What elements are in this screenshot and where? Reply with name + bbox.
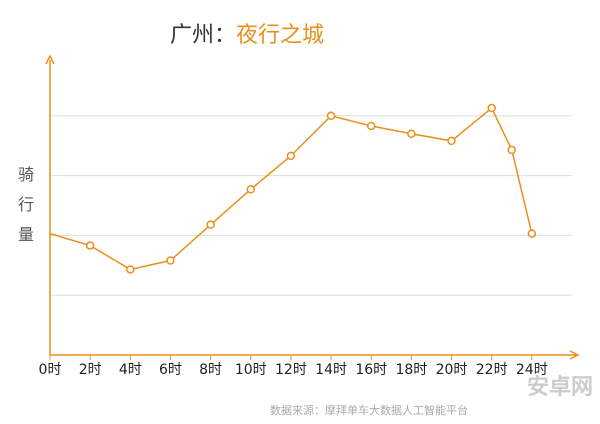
x-tick-label: 12时 [275, 362, 307, 378]
x-tick-label: 6时 [159, 362, 182, 378]
point [326, 111, 336, 121]
watermark: 安卓网 [527, 374, 593, 400]
x-axis-arrow [569, 350, 580, 360]
chart-title-highlight: 夜行之城 [236, 23, 324, 48]
x-tick-label: 8时 [199, 362, 222, 378]
x-tick-label: 14时 [315, 362, 347, 378]
x-tick-label: 20时 [436, 362, 468, 378]
chart-title: 广州： [170, 23, 236, 48]
point [246, 185, 256, 194]
y-axis-arrow [45, 54, 55, 65]
x-tick-label: 10时 [235, 362, 267, 378]
x-tick-label: 18时 [395, 362, 427, 378]
x-tick-label: 4时 [119, 362, 142, 378]
x-tick-label: 22时 [476, 362, 508, 378]
point [407, 129, 416, 138]
point [206, 220, 215, 229]
point [487, 103, 496, 113]
source-note: 数据来源：摩拜单车大数据人工智能平台 [270, 403, 468, 417]
point [286, 151, 296, 161]
point [166, 256, 175, 265]
y-axis-label: 骑行量 [18, 165, 35, 244]
point [366, 121, 376, 131]
x-tick-label: 2时 [79, 362, 102, 378]
point [507, 145, 517, 155]
point [85, 241, 95, 250]
x-tick-label: 24时 [516, 362, 548, 378]
point [527, 229, 537, 238]
point [126, 265, 135, 274]
x-tick-label: 16时 [355, 362, 387, 378]
x-tick-label: 0时 [39, 362, 62, 378]
point [447, 136, 456, 146]
line-series [49, 106, 533, 271]
